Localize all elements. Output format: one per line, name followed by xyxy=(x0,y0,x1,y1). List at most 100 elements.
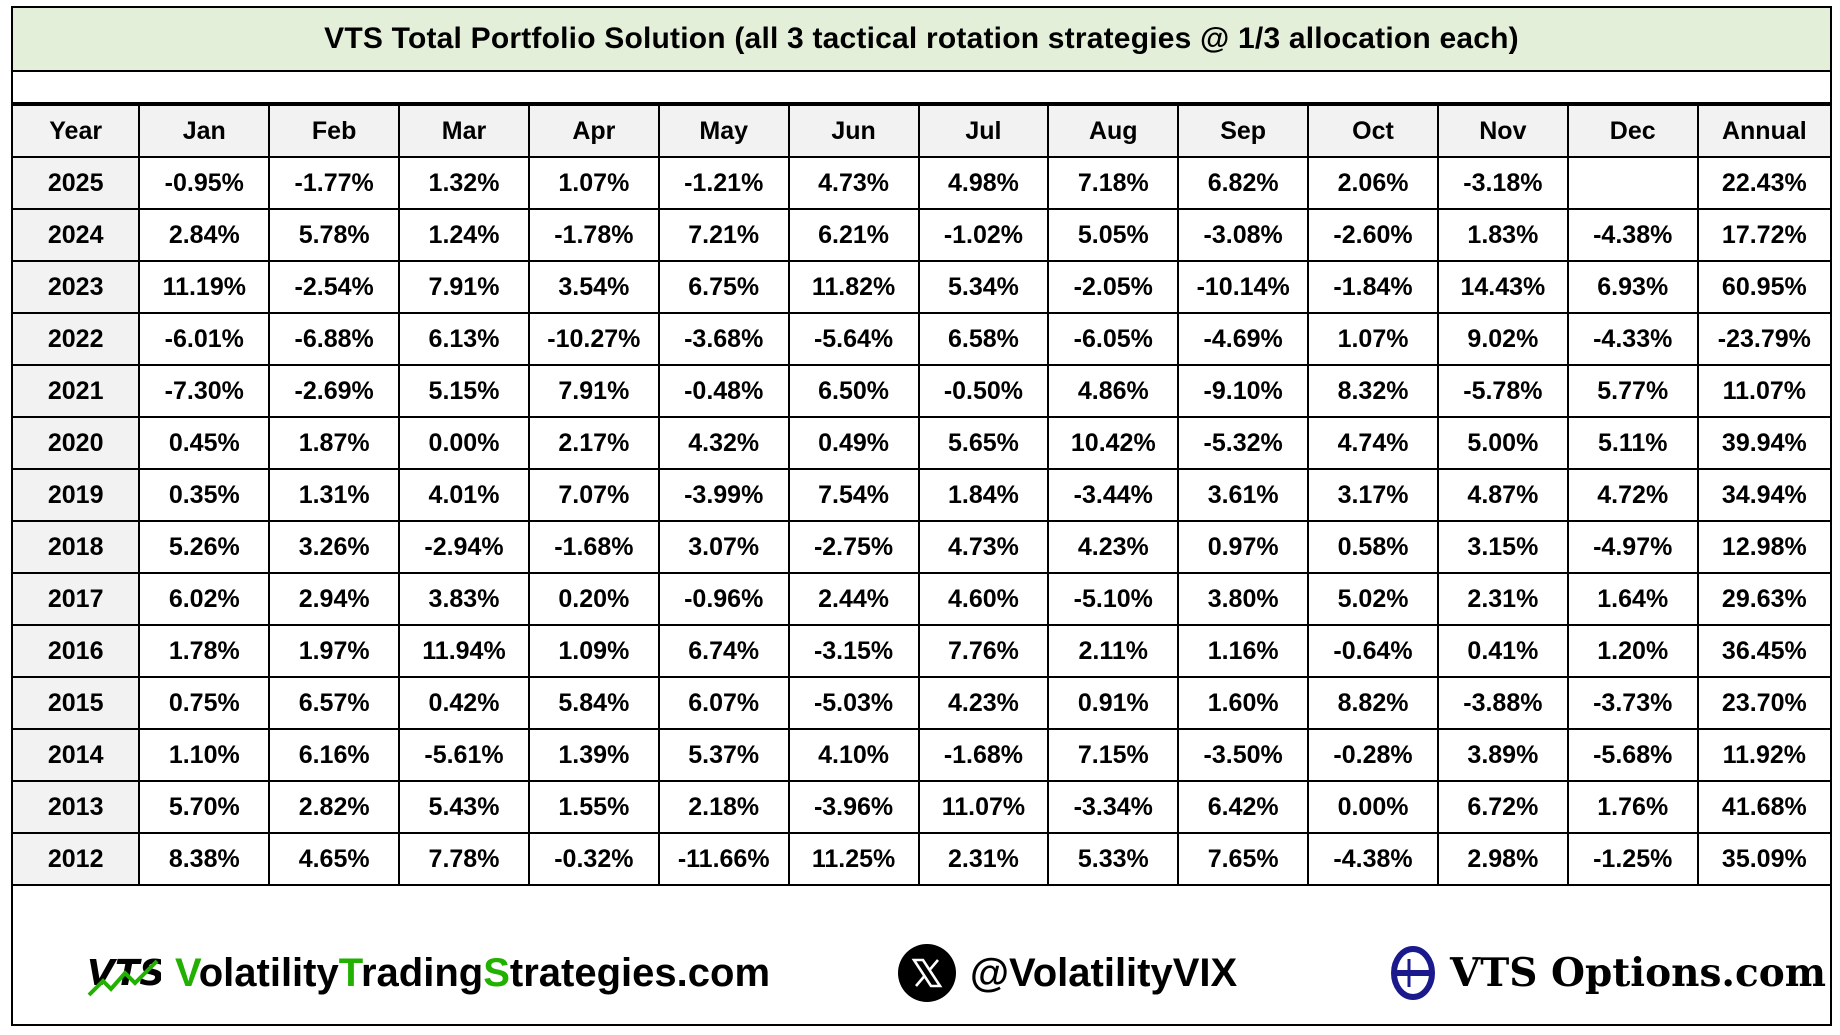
return-cell: 11.07% xyxy=(1696,364,1830,418)
return-cell: 34.94% xyxy=(1696,468,1830,522)
website-name-part: T xyxy=(338,950,361,995)
return-cell: 5.02% xyxy=(1307,572,1439,626)
return-cell: 7.54% xyxy=(787,468,920,522)
return-cell: -6.01% xyxy=(138,312,271,366)
year-cell: 2025 xyxy=(13,156,141,210)
table-row: 2021 -7.30% -2.69% 5.15% 7.91% -0.48% 6.50% -0.… xyxy=(13,364,1830,418)
year-cell: 2012 xyxy=(13,832,141,886)
return-cell: 14.43% xyxy=(1436,260,1569,314)
return-cell: 2.94% xyxy=(268,572,401,626)
return-cell: 4.74% xyxy=(1307,416,1439,470)
return-cell: -2.69% xyxy=(268,364,401,418)
table-row: 2015 0.75% 6.57% 0.42% 5.84% 6.07% -5.03% 4.23%… xyxy=(13,676,1830,730)
return-cell: 4.98% xyxy=(917,156,1050,210)
return-cell: 5.77% xyxy=(1566,364,1699,418)
return-cell: 7.21% xyxy=(657,208,790,262)
return-cell: 2.18% xyxy=(657,780,790,834)
return-cell: 8.38% xyxy=(138,832,271,886)
return-cell: -0.95% xyxy=(138,156,271,210)
website-name-part: olatility xyxy=(198,950,339,995)
return-cell: -4.97% xyxy=(1566,520,1699,574)
year-cell: 2021 xyxy=(13,364,141,418)
return-cell: 5.00% xyxy=(1436,416,1569,470)
return-cell: 4.73% xyxy=(917,520,1050,574)
return-cell: 1.84% xyxy=(917,468,1050,522)
return-cell: 11.19% xyxy=(138,260,271,314)
return-cell: 4.60% xyxy=(917,572,1050,626)
return-cell: -5.03% xyxy=(787,676,920,730)
return-cell: 10.42% xyxy=(1047,416,1180,470)
return-cell: 5.11% xyxy=(1566,416,1699,470)
website-name-part: trategies.com xyxy=(509,950,771,995)
year-cell: 2016 xyxy=(13,624,141,678)
return-cell: 0.00% xyxy=(398,416,530,470)
return-cell: 6.74% xyxy=(657,624,790,678)
return-cell: 5.43% xyxy=(398,780,530,834)
return-cell: -3.44% xyxy=(1047,468,1180,522)
return-cell: -1.68% xyxy=(917,728,1050,782)
return-cell: -7.30% xyxy=(138,364,271,418)
return-cell: 6.72% xyxy=(1436,780,1569,834)
return-cell: 1.64% xyxy=(1566,572,1699,626)
return-cell: -3.96% xyxy=(787,780,920,834)
return-cell: -9.10% xyxy=(1177,364,1310,418)
return-cell: 22.43% xyxy=(1696,156,1830,210)
return-cell: -1.25% xyxy=(1566,832,1699,886)
return-cell: -10.14% xyxy=(1177,260,1310,314)
return-cell: 6.57% xyxy=(268,676,401,730)
return-cell: 1.83% xyxy=(1436,208,1569,262)
vts-options-link[interactable]: VTS Options.com xyxy=(1450,950,1827,996)
return-cell: -5.32% xyxy=(1177,416,1310,470)
return-cell: 11.07% xyxy=(917,780,1050,834)
return-cell: -2.60% xyxy=(1307,208,1439,262)
x-handle-link[interactable]: @VolatilityVIX xyxy=(970,950,1238,995)
return-cell: 5.84% xyxy=(527,676,660,730)
year-cell: 2022 xyxy=(13,312,141,366)
year-cell: 2015 xyxy=(13,676,141,730)
table-row: 2018 5.26% 3.26% -2.94% -1.68% 3.07% -2.75% 4.7… xyxy=(13,520,1830,574)
website-name-part: S xyxy=(483,950,510,995)
return-cell: 4.65% xyxy=(268,832,401,886)
table-body: 2025 -0.95% -1.77% 1.32% 1.07% -1.21% 4.73% 4.9… xyxy=(13,156,1830,886)
return-cell: -1.02% xyxy=(917,208,1050,262)
return-cell: 4.01% xyxy=(398,468,530,522)
return-cell: 0.20% xyxy=(527,572,660,626)
theta-icon xyxy=(1391,946,1435,1000)
return-cell: 1.09% xyxy=(527,624,660,678)
return-cell: -3.34% xyxy=(1047,780,1180,834)
return-cell: 6.82% xyxy=(1177,156,1310,210)
return-cell: 5.34% xyxy=(917,260,1050,314)
return-cell: -1.77% xyxy=(268,156,401,210)
return-cell: 1.87% xyxy=(268,416,401,470)
column-header-dec: Dec xyxy=(1566,104,1699,158)
return-cell: 0.91% xyxy=(1047,676,1180,730)
return-cell: -0.28% xyxy=(1307,728,1439,782)
return-cell: -4.38% xyxy=(1307,832,1439,886)
table-row: 2017 6.02% 2.94% 3.83% 0.20% -0.96% 2.44% 4.60%… xyxy=(13,572,1830,626)
report-frame: VTS Total Portfolio Solution (all 3 tact… xyxy=(11,6,1832,1026)
return-cell: 6.42% xyxy=(1177,780,1310,834)
return-cell: 0.49% xyxy=(787,416,920,470)
return-cell: 1.97% xyxy=(268,624,401,678)
return-cell: 23.70% xyxy=(1696,676,1830,730)
table-row: 2019 0.35% 1.31% 4.01% 7.07% -3.99% 7.54% 1.84%… xyxy=(13,468,1830,522)
return-cell: 1.55% xyxy=(527,780,660,834)
return-cell: 5.70% xyxy=(138,780,271,834)
return-cell: 11.82% xyxy=(787,260,920,314)
return-cell: 2.06% xyxy=(1307,156,1439,210)
return-cell: 0.42% xyxy=(398,676,530,730)
table-row: 2016 1.78% 1.97% 11.94% 1.09% 6.74% -3.15% 7.76… xyxy=(13,624,1830,678)
return-cell: 3.61% xyxy=(1177,468,1310,522)
return-cell: 1.31% xyxy=(268,468,401,522)
website-name-part: rading xyxy=(360,950,484,995)
return-cell: 7.65% xyxy=(1177,832,1310,886)
return-cell: 1.60% xyxy=(1177,676,1310,730)
return-cell: -3.73% xyxy=(1566,676,1699,730)
return-cell: 5.33% xyxy=(1047,832,1180,886)
year-cell: 2013 xyxy=(13,780,141,834)
return-cell: -1.21% xyxy=(657,156,790,210)
return-cell: 5.65% xyxy=(917,416,1050,470)
return-cell: 7.78% xyxy=(398,832,530,886)
return-cell: 17.72% xyxy=(1696,208,1830,262)
vts-website-link[interactable]: VolatilityTradingStrategies.com xyxy=(175,951,770,996)
